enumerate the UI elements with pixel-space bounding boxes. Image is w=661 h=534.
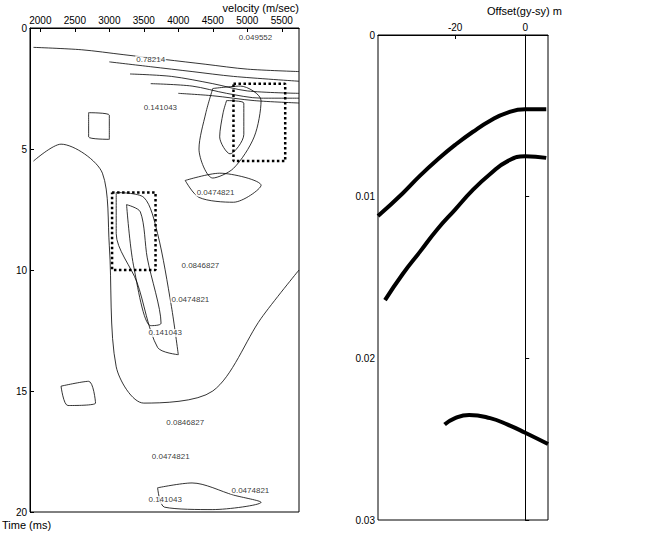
- svg-text:0.0846827: 0.0846827: [166, 418, 204, 427]
- svg-text:10: 10: [16, 265, 28, 276]
- svg-text:-20: -20: [448, 22, 463, 33]
- svg-text:0: 0: [522, 22, 528, 33]
- svg-text:0.141043: 0.141043: [149, 328, 183, 337]
- svg-text:4500: 4500: [202, 15, 225, 26]
- svg-text:0.0474821: 0.0474821: [171, 295, 209, 304]
- svg-text:5: 5: [21, 144, 27, 155]
- svg-text:0.01: 0.01: [356, 191, 376, 202]
- svg-text:Time (ms): Time (ms): [2, 519, 51, 531]
- svg-text:2500: 2500: [64, 15, 87, 26]
- svg-text:0: 0: [21, 23, 27, 34]
- svg-text:0.0474821: 0.0474821: [152, 452, 190, 461]
- svg-text:0: 0: [369, 30, 375, 41]
- svg-text:5500: 5500: [271, 15, 294, 26]
- svg-text:20: 20: [16, 507, 28, 518]
- svg-text:0.0474821: 0.0474821: [197, 188, 235, 197]
- svg-text:0.03: 0.03: [356, 515, 376, 526]
- svg-text:3500: 3500: [133, 15, 156, 26]
- svg-text:0.78214: 0.78214: [136, 55, 165, 64]
- svg-text:3000: 3000: [98, 15, 121, 26]
- svg-text:0.141043: 0.141043: [149, 495, 183, 504]
- svg-text:4000: 4000: [167, 15, 190, 26]
- svg-text:15: 15: [16, 386, 28, 397]
- svg-text:Offset(gy-sy) m: Offset(gy-sy) m: [487, 5, 562, 17]
- svg-text:5000: 5000: [236, 15, 259, 26]
- svg-text:0.02: 0.02: [356, 353, 376, 364]
- svg-text:0.049552: 0.049552: [239, 33, 273, 42]
- svg-text:0.141043: 0.141043: [144, 103, 178, 112]
- svg-text:2000: 2000: [29, 15, 52, 26]
- svg-text:0.0846827: 0.0846827: [181, 261, 219, 270]
- svg-text:0.0474821: 0.0474821: [231, 486, 269, 495]
- svg-text:velocity (m/sec): velocity (m/sec): [223, 2, 299, 14]
